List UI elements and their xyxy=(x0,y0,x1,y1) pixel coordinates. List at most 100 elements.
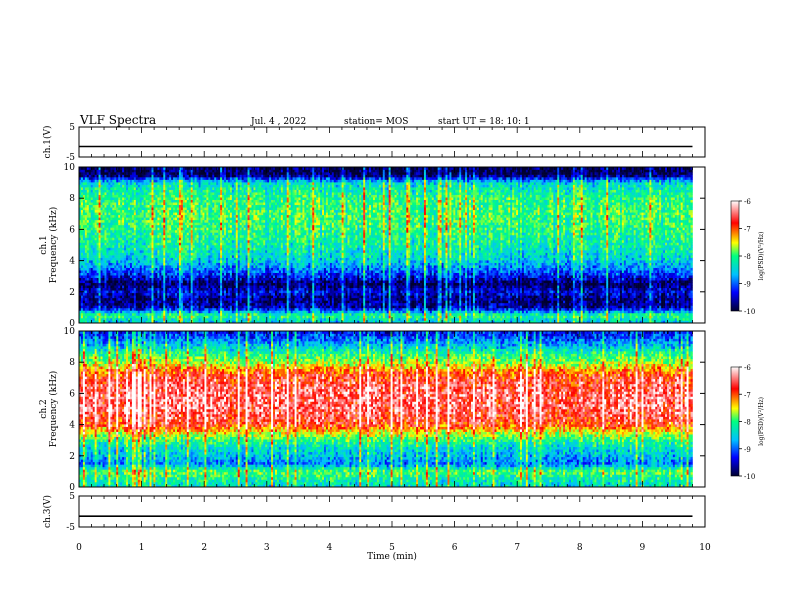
spectrogram-cell xyxy=(80,167,84,170)
spectrogram-cell xyxy=(206,227,209,231)
spectrogram-cell xyxy=(147,262,150,266)
spectrogram-cell xyxy=(153,237,156,241)
spectrogram-cell xyxy=(79,285,82,289)
spectrogram-cell xyxy=(184,204,188,208)
spectrogram-cell xyxy=(182,194,186,198)
spectrogram-cell xyxy=(216,237,219,241)
spectrogram-cell xyxy=(110,239,113,243)
spectrogram-cell xyxy=(161,297,164,301)
spectrogram-cell xyxy=(180,265,184,268)
spectrogram-cell xyxy=(108,252,111,256)
spectrogram-cell xyxy=(153,305,156,309)
spectrogram-cell xyxy=(169,204,172,208)
spectrogram-cell xyxy=(165,247,168,251)
spectrogram-cell xyxy=(129,252,133,256)
spectrogram-cell xyxy=(226,194,229,198)
spectrogram-cell xyxy=(94,194,97,198)
spectrogram-cell xyxy=(141,312,144,316)
spectrogram-cell xyxy=(192,282,195,286)
spectrogram-cell xyxy=(114,267,117,271)
spectrogram-cell xyxy=(122,297,125,301)
spectrogram-cell xyxy=(135,179,139,183)
spectrogram-cell xyxy=(110,252,113,256)
spectrogram-cell xyxy=(90,174,94,178)
spectrogram-cell xyxy=(133,169,137,173)
spectrogram-cell xyxy=(137,305,141,309)
spectrogram-cell xyxy=(224,287,227,291)
spectrogram-cell xyxy=(124,202,127,206)
spectrogram-cell xyxy=(104,242,107,246)
spectrogram-cell xyxy=(180,209,184,213)
spectrogram-cell xyxy=(90,237,94,241)
spectrogram-cell xyxy=(128,317,131,321)
spectrogram-cell xyxy=(114,247,117,251)
spectrogram-cell xyxy=(177,169,180,173)
spectrogram-cell xyxy=(137,275,141,279)
spectrogram-cell xyxy=(100,272,103,276)
spectrogram-cell xyxy=(120,250,123,253)
spectrogram-cell xyxy=(108,192,111,195)
spectrogram-cell xyxy=(177,219,180,223)
spectrogram-cell xyxy=(79,199,82,203)
spectrogram-cell xyxy=(212,315,215,319)
spectrogram-cell xyxy=(186,234,190,238)
spectrogram-cell xyxy=(137,257,141,261)
spectrogram-cell xyxy=(106,280,109,284)
spectrogram-cell xyxy=(108,174,111,178)
spectrogram-cell xyxy=(80,224,84,228)
spectrogram-cell xyxy=(149,272,152,276)
spectrogram-cell xyxy=(157,184,160,188)
spectrogram-cell xyxy=(92,267,95,271)
spectrogram-cell xyxy=(141,270,144,273)
spectrogram-cell xyxy=(167,270,170,273)
spectrogram-cell xyxy=(206,207,209,211)
spectrogram-cell xyxy=(231,255,235,258)
spectrogram-cell xyxy=(112,277,115,281)
spectrogram-cell xyxy=(108,234,111,238)
spectrogram-cell xyxy=(141,297,144,301)
spectrogram-cell xyxy=(143,167,146,170)
spectrogram-cell xyxy=(110,315,113,319)
spectrogram-cell xyxy=(202,167,205,170)
spectrogram-cell xyxy=(159,187,162,190)
spectrogram-cell xyxy=(141,184,144,188)
spectrogram-cell xyxy=(100,174,103,178)
spectrogram-cell xyxy=(102,169,105,173)
spectrogram-cell xyxy=(190,292,193,296)
ch1-waveform-y-tick-label: -5 xyxy=(66,153,75,163)
spectrogram-cell xyxy=(112,287,115,291)
spectrogram-cell xyxy=(210,177,213,180)
spectrogram-cell xyxy=(192,267,195,271)
spectrogram-cell xyxy=(218,290,221,294)
spectrogram-cell xyxy=(198,307,201,311)
spectrogram-cell xyxy=(200,182,203,185)
spectrogram-cell xyxy=(204,280,207,284)
spectrogram-cell xyxy=(143,252,146,256)
spectrogram-cell xyxy=(90,250,94,253)
spectrogram-cell xyxy=(131,209,135,213)
spectrogram-cell xyxy=(84,252,88,256)
spectrogram-cell xyxy=(133,320,137,324)
spectrogram-cell xyxy=(145,277,148,281)
spectrogram-cell xyxy=(104,169,107,173)
spectrogram-cell xyxy=(198,207,201,211)
spectrogram-cell xyxy=(116,277,119,281)
spectrogram-cell xyxy=(112,267,115,271)
spectrogram-cell xyxy=(79,255,82,258)
spectrogram-cell xyxy=(196,239,199,243)
spectrogram-cell xyxy=(220,315,223,319)
spectrogram-cell xyxy=(231,242,235,246)
spectrogram-cell xyxy=(124,312,127,316)
spectrogram-cell xyxy=(153,202,156,206)
spectrogram-cell xyxy=(180,280,184,284)
spectrogram-cell xyxy=(129,234,133,238)
spectrogram-cell xyxy=(92,214,95,218)
spectrogram-cell xyxy=(157,312,160,316)
spectrogram-cell xyxy=(124,237,127,241)
spectrogram-cell xyxy=(206,297,209,301)
spectrogram-cell xyxy=(218,192,221,195)
spectrogram-cell xyxy=(84,207,88,211)
spectrogram-cell xyxy=(139,297,143,301)
spectrogram-cell xyxy=(175,292,178,296)
spectrogram-cell xyxy=(102,204,105,208)
